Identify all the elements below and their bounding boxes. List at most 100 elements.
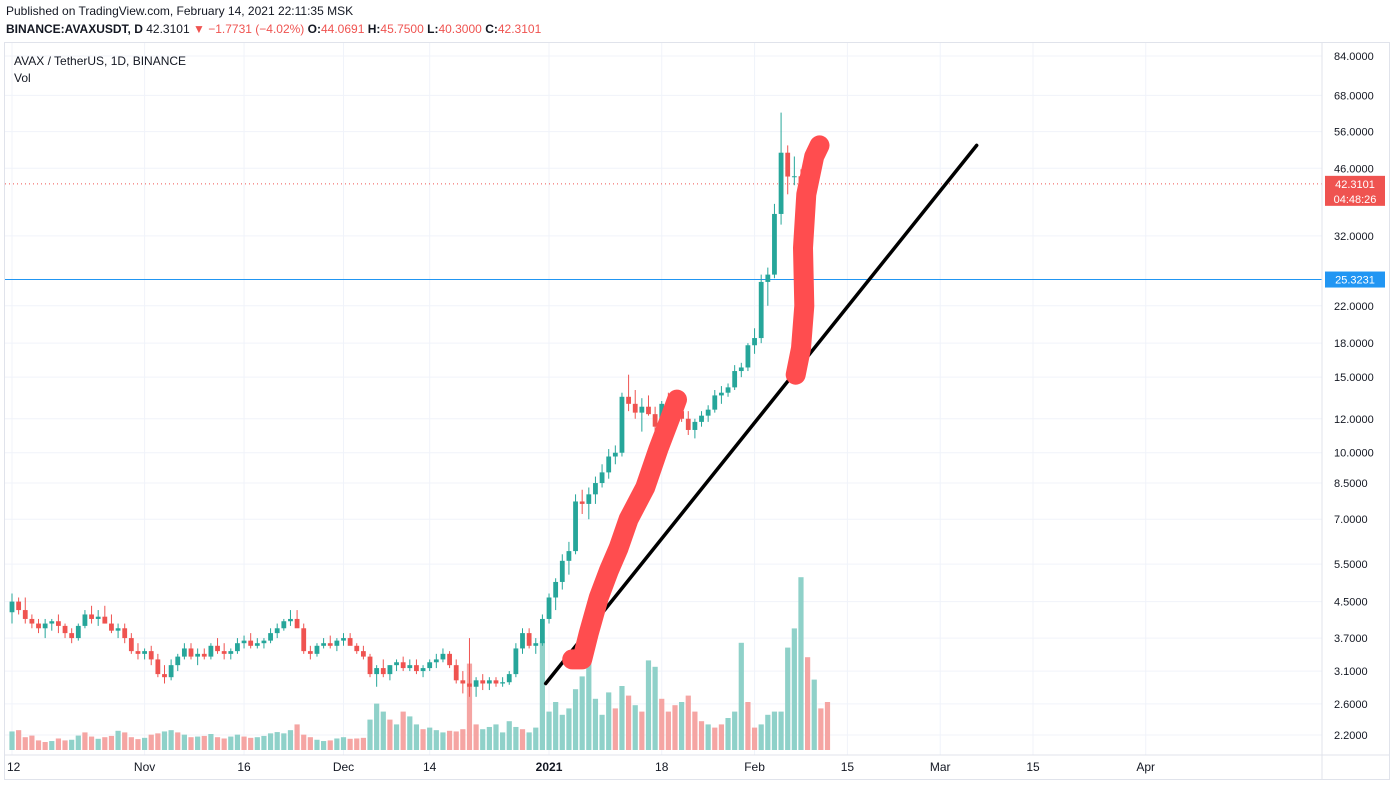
y-tick-label: 2.2000 <box>1334 730 1368 742</box>
down-arrow-icon: ▼ <box>192 22 205 36</box>
candle-body <box>360 651 366 657</box>
volume-bar <box>758 724 764 750</box>
x-tick-label: Nov <box>134 760 155 774</box>
volume-bar <box>765 714 771 750</box>
volume-bar <box>639 711 645 750</box>
x-tick-label: 16 <box>237 760 251 774</box>
candle-body <box>639 406 645 413</box>
volume-bar <box>241 736 247 750</box>
candle-body <box>546 597 552 619</box>
candle-body <box>82 614 88 626</box>
candle-body <box>314 645 320 654</box>
volume-bar <box>751 727 758 750</box>
volume-bar <box>466 663 473 750</box>
candle-body <box>752 338 757 346</box>
candle-body <box>540 618 545 644</box>
volume-bar <box>738 642 744 750</box>
candle-body <box>765 274 771 282</box>
volume-bar <box>142 737 148 750</box>
x-tick-label: Feb <box>744 760 765 774</box>
volume-bar <box>685 695 691 750</box>
candle-body <box>228 651 234 654</box>
volume-bar <box>168 730 174 750</box>
volume-bar <box>732 711 738 750</box>
volume-bar <box>480 729 486 750</box>
candle-body <box>301 628 307 652</box>
volume-bar <box>599 714 605 750</box>
volume-bar <box>407 716 413 750</box>
candle-body <box>42 623 48 629</box>
volume-bar <box>16 730 22 750</box>
volume-bar <box>824 702 831 750</box>
volume-bar <box>108 735 115 750</box>
volume-bar <box>698 721 705 750</box>
volume-bar <box>340 737 347 750</box>
candle-body <box>559 560 565 582</box>
candle-body <box>526 633 532 646</box>
candle-body <box>772 213 777 275</box>
volume-bar <box>592 698 599 750</box>
candle-body <box>235 643 240 652</box>
volume-bar <box>88 736 95 750</box>
low-value: 40.3000 <box>438 22 482 36</box>
candle-body <box>89 614 94 619</box>
volume-bar <box>148 734 154 750</box>
volume-bar <box>506 721 512 750</box>
candle-body <box>646 406 651 415</box>
volume-bar <box>135 739 141 750</box>
candle-body <box>248 640 254 646</box>
candle-body <box>612 452 618 457</box>
candle-body <box>719 392 724 396</box>
volume-bar <box>334 738 340 750</box>
volume-bar <box>798 577 804 750</box>
y-tick-label: 15.0000 <box>1334 372 1374 384</box>
volume-bar <box>9 731 15 750</box>
volume-bar <box>380 711 386 750</box>
open-value: 44.0691 <box>320 22 365 36</box>
candle-body <box>367 656 373 675</box>
volume-bar <box>95 738 101 750</box>
candle-body <box>778 152 784 214</box>
volume-bar <box>566 708 572 750</box>
x-tick-label: Apr <box>1136 760 1155 774</box>
volume-bar <box>500 732 506 750</box>
volume-bar <box>155 733 161 750</box>
volume-bar <box>115 730 121 750</box>
candle-body <box>294 618 300 629</box>
volume-bar <box>393 724 400 750</box>
volume-bar <box>387 719 393 750</box>
candle-body <box>447 653 452 666</box>
candles-layer <box>9 112 804 697</box>
volume-bar <box>301 734 307 750</box>
time-axis-layer: 12 Nov 16 Dec 14 2021 18 Feb 15 Mar 15 Apr <box>5 754 1389 774</box>
volume-bar <box>175 732 181 750</box>
ohlc-header: BINANCE:AVAXUSDT, D 42.3101 ▼ −1.7731 (−… <box>6 22 541 36</box>
candle-body <box>387 665 393 675</box>
candle-body <box>705 409 711 416</box>
volume-bar <box>360 737 366 750</box>
volume-bar <box>195 736 201 750</box>
candle-body <box>440 653 446 660</box>
candle-body <box>109 623 114 631</box>
volume-bar <box>354 738 360 750</box>
candle-body <box>619 396 625 453</box>
chart-frame <box>4 42 1390 780</box>
volume-bar <box>619 686 625 750</box>
last-price-label: 42.3101 <box>1335 179 1375 191</box>
candle-body <box>321 643 327 646</box>
volume-bar <box>420 729 426 750</box>
candle-body <box>712 395 718 410</box>
y-tick-label: 32.0000 <box>1334 231 1374 243</box>
trendline <box>543 143 979 686</box>
candle-body <box>652 414 658 427</box>
y-tick-label: 5.5000 <box>1334 559 1368 571</box>
volume-bar <box>659 698 665 750</box>
volume-bar <box>486 726 492 750</box>
volume-bar <box>188 737 194 750</box>
x-tick-label: 2021 <box>536 760 563 774</box>
volume-bar <box>645 660 652 750</box>
candle-body <box>460 680 466 684</box>
y-tick-label: 18.0000 <box>1334 338 1374 350</box>
candle-body <box>732 371 738 388</box>
